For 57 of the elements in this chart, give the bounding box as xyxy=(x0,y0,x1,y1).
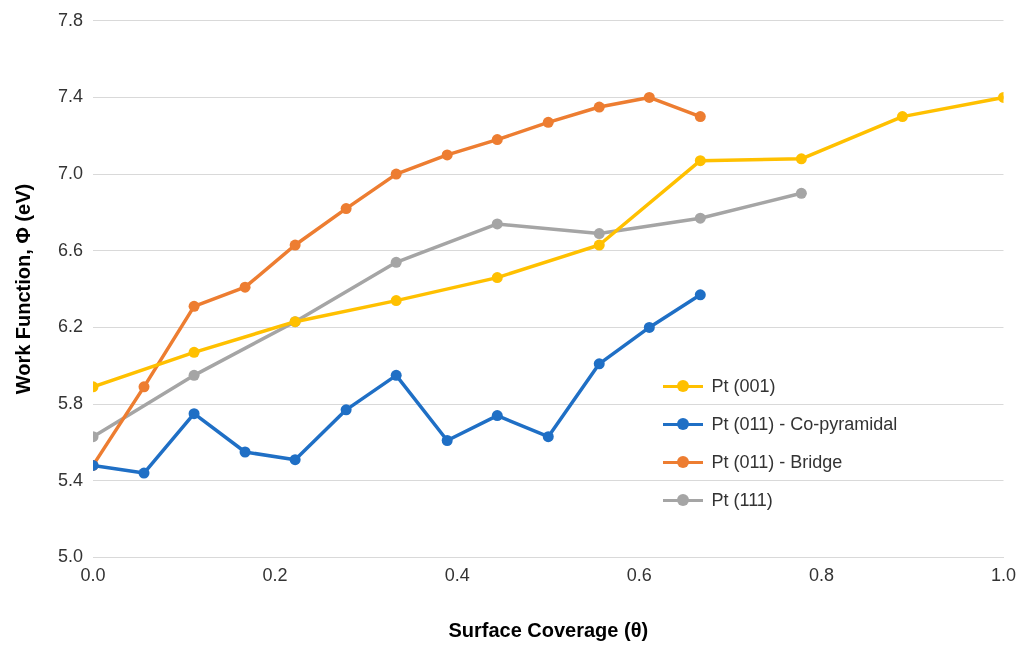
point xyxy=(491,272,503,284)
y-tick-label: 6.6 xyxy=(57,239,84,260)
legend-label: Pt (011) - Bridge xyxy=(711,451,843,473)
point xyxy=(441,149,453,161)
x-tick-label: 0.4 xyxy=(444,565,470,586)
y-axis-title: Work Function, Φ (eV) xyxy=(11,183,34,395)
point xyxy=(795,187,807,199)
x-tick-label: 0.8 xyxy=(808,565,834,586)
legend-label: Pt (111) xyxy=(711,489,773,511)
point xyxy=(694,212,706,224)
point xyxy=(643,321,655,333)
point xyxy=(390,168,402,180)
point xyxy=(289,239,301,251)
point xyxy=(340,404,352,416)
point xyxy=(795,153,807,165)
x-tick-label: 1.0 xyxy=(990,565,1016,586)
point xyxy=(390,369,402,381)
point xyxy=(239,281,251,293)
point xyxy=(289,454,301,466)
point xyxy=(491,410,503,422)
point xyxy=(694,111,706,123)
point xyxy=(896,111,908,123)
y-tick-label: 7.8 xyxy=(57,9,84,30)
point xyxy=(491,218,503,230)
point xyxy=(643,91,655,103)
point xyxy=(390,256,402,268)
x-tick-label: 0.0 xyxy=(80,565,106,586)
point xyxy=(441,435,453,446)
point xyxy=(188,346,200,358)
point xyxy=(491,134,503,146)
point xyxy=(542,431,554,443)
point xyxy=(188,369,200,381)
point xyxy=(340,203,352,215)
point xyxy=(593,358,605,370)
point xyxy=(694,289,706,301)
y-tick-label: 7.0 xyxy=(57,163,84,184)
legend-label: Pt (001) xyxy=(711,375,776,397)
x-axis-title: Surface Coverage (θ) xyxy=(448,618,649,641)
y-tick-label: 6.2 xyxy=(57,316,84,337)
point xyxy=(188,408,200,420)
legend-label: Pt (011) - Co-pyramidal xyxy=(711,413,898,435)
point xyxy=(593,101,605,113)
point xyxy=(593,239,605,251)
point xyxy=(694,155,706,167)
point xyxy=(138,381,150,393)
point xyxy=(239,446,251,458)
y-tick-label: 7.4 xyxy=(57,86,84,107)
point xyxy=(138,467,150,479)
y-tick-label: 5.4 xyxy=(57,469,84,490)
point xyxy=(188,300,200,312)
point xyxy=(542,116,554,128)
y-tick-label: 5.8 xyxy=(57,393,84,414)
x-tick-label: 0.2 xyxy=(262,565,288,586)
point xyxy=(390,295,402,307)
y-tick-label: 5.0 xyxy=(57,546,84,567)
point xyxy=(593,228,605,240)
x-tick-label: 0.6 xyxy=(626,565,652,586)
